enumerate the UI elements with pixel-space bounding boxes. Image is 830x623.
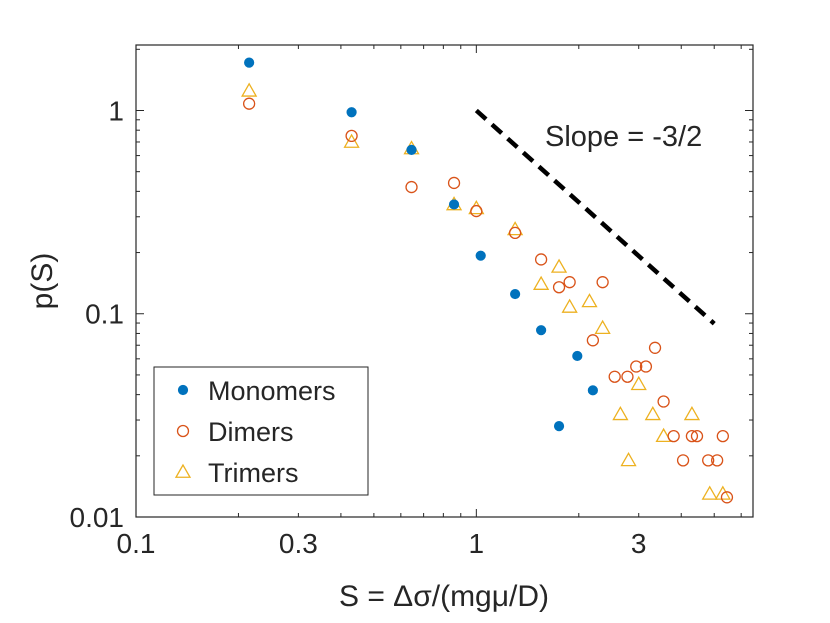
dimer-point [685,429,699,443]
dimer-point [586,334,600,347]
dimer-point [720,491,734,504]
dimer-point [648,341,662,354]
dimer-point [345,129,358,143]
trimer-point [683,406,701,421]
trimer-point [581,293,598,308]
dimer-point [710,454,724,467]
trimer-point [714,485,731,500]
monomer-point [475,250,486,261]
dimer-point [657,395,670,408]
legend-label-monomers: Monomers [208,376,336,406]
series-monomers [244,57,598,432]
slope-annotation: Slope = -3/2 [545,121,702,153]
dimer-point [690,429,704,443]
trimer-point [343,133,360,148]
reference-line-group: Slope = -3/2 [474,108,716,326]
monomer-point [553,421,565,432]
legend-marker-trimers [174,463,192,478]
dimer-point [630,360,643,373]
dimer-point [242,97,256,110]
dimer-point [667,429,680,443]
monomer-point [510,288,521,300]
dimer-point [596,276,609,289]
monomer-point [244,57,255,68]
trimer-point [241,82,258,97]
trimer-point [561,298,578,313]
legend-marker-dimers [176,424,190,438]
x-axis-label: S = Δσ/(mgμ/D) [339,580,549,613]
legend-marker-monomers [177,384,189,396]
y-axis-label: p(S) [26,253,59,310]
dimer-point [716,429,729,443]
dimer-point [676,454,690,467]
monomer-point [536,325,547,336]
dimer-point [508,226,522,240]
dimer-point [639,360,653,373]
axis-ticks: 0.1 0.3 1 30.010.11 [70,45,753,559]
trimer-point [594,319,611,334]
dimer-point [563,276,576,289]
monomer-point [406,144,417,155]
dimer-point [552,281,566,294]
dimer-point [621,370,634,383]
monomer-point [346,107,357,118]
trimer-point [655,427,672,443]
x-tick-label: 0.1 [117,528,156,559]
trimer-point [532,275,550,290]
dimer-point [608,370,621,383]
monomer-point [572,350,583,362]
legend: Monomers Dimers Trimers [153,366,369,496]
dimer-point [702,454,715,467]
slope-reference-line [474,108,716,326]
dimer-point [405,180,418,194]
y-tick-label: 1 [108,95,124,126]
trimer-point [701,485,718,500]
legend-box [153,366,369,496]
y-tick-label: 0.01 [70,502,125,533]
x-tick-label: 0.3 [279,528,318,559]
dimer-point [534,253,548,266]
series-dimers [242,97,734,504]
trimer-point [620,452,637,467]
monomer-point [448,199,460,210]
trimer-point [630,375,647,391]
monomer-point [587,385,598,396]
legend-label-dimers: Dimers [208,417,294,447]
x-tick-label: 3 [631,528,647,559]
trimer-point [644,406,661,421]
legend-label-trimers: Trimers [208,458,298,488]
trimer-point [612,406,629,421]
dimer-point [470,204,483,218]
y-tick-label: 0.1 [85,299,124,330]
dimer-point [447,176,461,190]
x-tick-label: 1 [469,528,485,559]
data-markers [241,57,734,504]
trimer-point [550,258,568,273]
